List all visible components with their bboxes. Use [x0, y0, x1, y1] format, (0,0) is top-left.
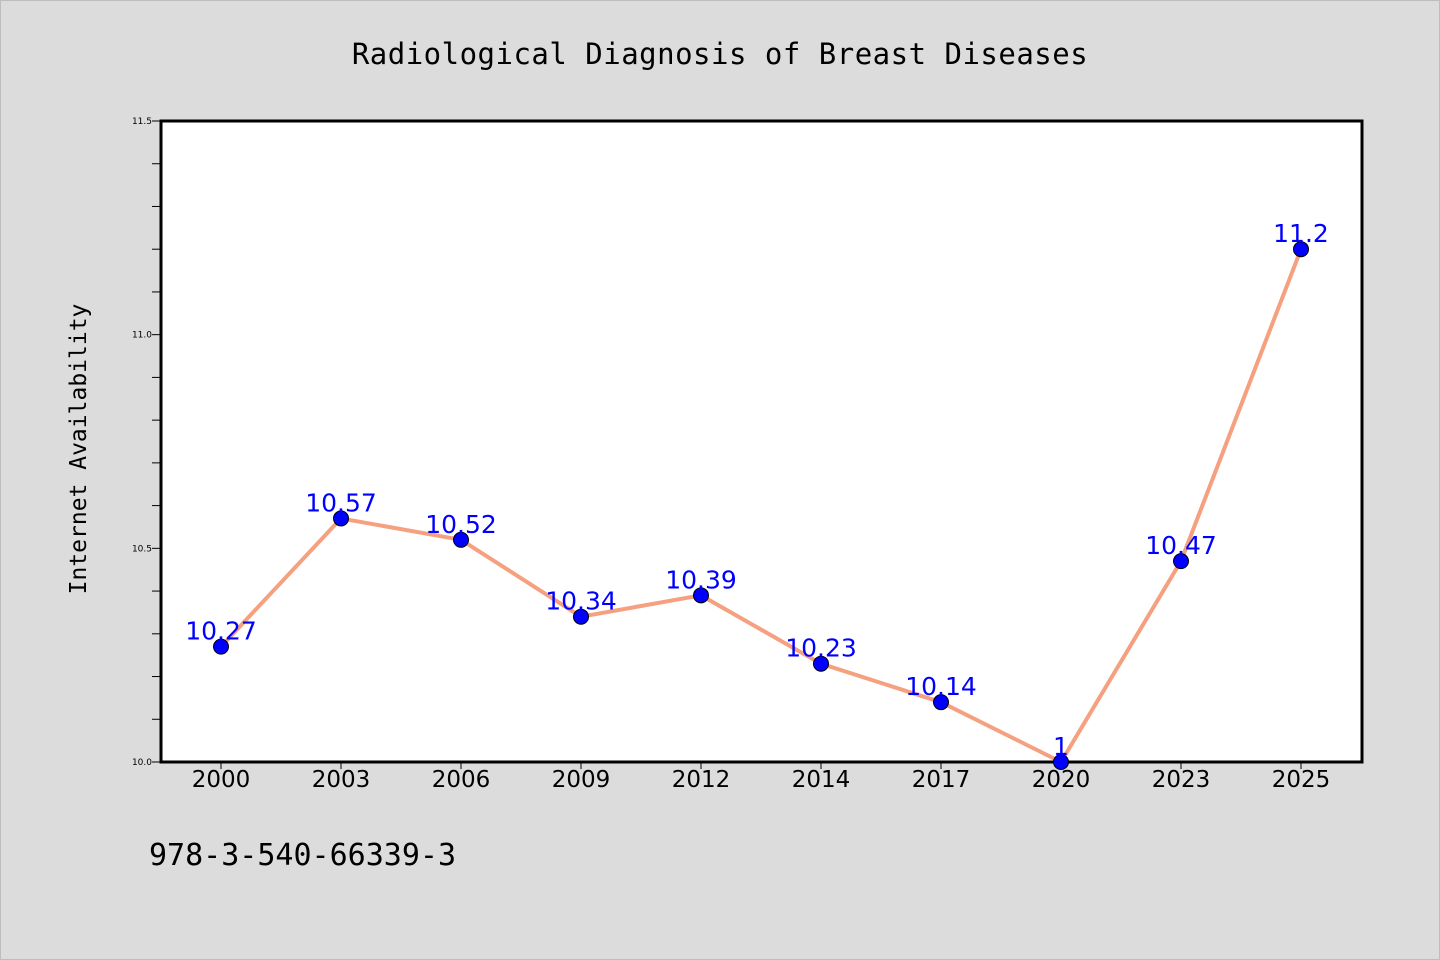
data-label: 10.52: [425, 510, 497, 539]
x-tick-label: 2012: [672, 767, 731, 793]
data-point: [333, 510, 349, 527]
data-label: 10.57: [305, 488, 377, 517]
data-label: 10.14: [905, 672, 977, 701]
data-point: [693, 587, 709, 604]
footer-code: 978-3-540-66339-3: [149, 838, 456, 873]
y-tick-label: 11.0: [132, 331, 152, 341]
y-tick-label: 10.0: [132, 758, 152, 768]
data-point: [813, 655, 829, 672]
x-tick-label: 2023: [1152, 767, 1211, 793]
data-label: 10.34: [545, 587, 617, 616]
data-label: 10.27: [185, 617, 257, 646]
x-tick-label: 2014: [792, 767, 851, 793]
data-point: [933, 694, 949, 711]
x-axis: 2000 2003 2006 2009 2012 2014 2017 2020 2023 2025: [192, 762, 1331, 793]
data-labels: 10.27 10.57 10.52 10.34 10.39 10.23 10.14 1 10.4…: [185, 219, 1329, 761]
y-axis: 10.0 10.5 11.0 11.5: [132, 117, 161, 768]
data-point: [573, 608, 589, 625]
data-label: 1: [1053, 732, 1069, 761]
data-label: 11.2: [1273, 219, 1329, 248]
data-label: 10.23: [785, 634, 857, 663]
x-tick-label: 2025: [1272, 767, 1331, 793]
y-tick-label: 11.5: [132, 117, 152, 127]
plot-area: [159, 119, 1364, 764]
data-label: 10.39: [665, 565, 737, 594]
y-axis-label: Internet Availability: [66, 304, 92, 595]
data-label: 10.47: [1145, 531, 1217, 560]
data-point: [1053, 754, 1069, 770]
x-tick-label: 2000: [192, 767, 251, 793]
data-point: [1173, 553, 1189, 570]
data-point: [213, 638, 229, 655]
x-tick-label: 2017: [912, 767, 971, 793]
x-tick-label: 2020: [1032, 767, 1091, 793]
series-line: [219, 247, 1303, 764]
x-tick-label: 2006: [432, 767, 491, 793]
chart-title: Radiological Diagnosis of Breast Disease…: [352, 37, 1088, 71]
data-point: [453, 531, 469, 548]
x-tick-label: 2009: [552, 767, 611, 793]
data-series: [213, 241, 1309, 770]
x-tick-label: 2003: [312, 767, 371, 793]
y-tick-label: 10.5: [132, 544, 152, 554]
data-point: [1293, 241, 1309, 258]
